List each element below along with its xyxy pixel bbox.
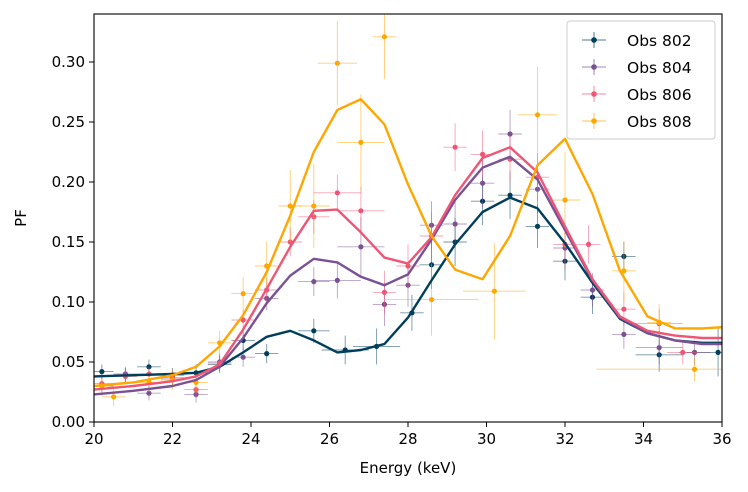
data-point <box>612 320 636 349</box>
y-tick-label: 0.05 <box>52 353 85 371</box>
data-point <box>254 242 279 290</box>
data-point <box>313 174 361 211</box>
point-marker <box>240 354 246 360</box>
legend-label: Obs 804 <box>627 59 692 77</box>
data-point <box>337 94 385 191</box>
data-point <box>101 387 126 407</box>
data-point <box>596 357 722 382</box>
point-marker <box>585 241 592 247</box>
point-marker <box>479 151 486 157</box>
point-marker <box>99 369 105 375</box>
legend-label: Obs 806 <box>627 86 692 104</box>
point-marker <box>428 297 435 303</box>
legend-entry: Obs 806 <box>582 86 692 104</box>
point-marker <box>287 203 293 209</box>
axes: 20 22 24 26 28 30 32 34 36 0.00 0.05 0.10 0.15 0.20 0.… <box>52 13 732 448</box>
legend-marker <box>591 37 597 43</box>
x-tick-label: 36 <box>712 430 731 448</box>
point-marker <box>358 208 364 214</box>
legend-label: Obs 808 <box>627 113 692 131</box>
point-marker <box>405 263 411 269</box>
point-marker <box>715 349 721 355</box>
series-layer <box>94 14 722 407</box>
data-point <box>313 262 361 299</box>
data-point <box>298 318 330 343</box>
point-marker <box>240 291 246 297</box>
y-tick-label: 0.00 <box>52 413 85 431</box>
data-point <box>372 270 397 314</box>
y-tick-label: 0.10 <box>52 293 85 311</box>
point-marker <box>358 244 364 250</box>
point-marker <box>534 223 541 229</box>
data-point <box>337 186 385 235</box>
legend: Obs 802 Obs 804 Obs 806 Obs 808 <box>566 20 716 140</box>
point-marker <box>534 112 541 118</box>
point-marker <box>691 366 698 372</box>
legend-marker <box>591 91 597 97</box>
y-tick-label: 0.30 <box>52 53 85 71</box>
data-point <box>254 344 279 364</box>
point-marker <box>656 345 662 351</box>
data-point <box>443 123 467 172</box>
data-point <box>576 225 601 264</box>
x-tick-label: 20 <box>84 430 103 448</box>
point-marker <box>311 203 317 209</box>
point-marker <box>621 268 627 274</box>
data-point <box>317 21 357 106</box>
point-marker <box>562 197 568 203</box>
point-marker <box>452 221 458 227</box>
point-marker <box>491 288 497 294</box>
x-tick-label: 28 <box>398 430 417 448</box>
point-marker <box>111 394 117 400</box>
legend-entry: Obs 804 <box>582 59 692 77</box>
point-marker <box>264 351 270 357</box>
point-marker <box>507 131 513 137</box>
point-marker <box>146 390 152 396</box>
data-point <box>396 244 420 288</box>
point-marker <box>334 60 340 66</box>
y-tick-label: 0.15 <box>52 233 85 251</box>
data-point <box>231 276 255 311</box>
legend-label: Obs 802 <box>627 32 692 50</box>
model-line-obs-806 <box>94 145 722 391</box>
x-tick-label: 30 <box>477 430 496 448</box>
data-point <box>612 240 636 301</box>
point-marker <box>680 349 686 355</box>
y-tick-label: 0.25 <box>52 113 85 131</box>
point-marker <box>334 277 340 283</box>
data-point <box>517 66 558 163</box>
point-marker <box>589 287 596 293</box>
y-tick-label: 0.20 <box>52 173 85 191</box>
legend-marker <box>591 118 597 124</box>
legend-entry: Obs 802 <box>582 32 692 50</box>
model-line-obs-808 <box>94 97 722 388</box>
data-point <box>372 14 397 79</box>
point-marker <box>621 331 627 337</box>
data-point <box>298 164 330 248</box>
legend-marker <box>591 64 597 70</box>
x-tick-label: 26 <box>320 430 339 448</box>
y-axis-label: PF <box>12 209 30 227</box>
point-marker <box>358 139 364 145</box>
point-marker <box>621 306 627 312</box>
legend-entry: Obs 808 <box>582 113 692 131</box>
point-marker <box>311 279 317 285</box>
point-marker <box>507 192 513 198</box>
point-marker <box>479 180 486 186</box>
x-axis-label: Energy (keV) <box>360 459 457 477</box>
point-marker <box>452 144 458 150</box>
point-marker <box>381 34 388 40</box>
data-point <box>384 263 479 336</box>
legend-box <box>566 20 716 140</box>
point-marker <box>311 328 317 334</box>
point-marker <box>334 190 340 196</box>
data-point <box>667 340 699 365</box>
point-marker <box>381 289 388 295</box>
x-tick-label: 32 <box>555 430 574 448</box>
x-tick-label: 24 <box>241 430 260 448</box>
x-tick-label: 34 <box>634 430 653 448</box>
x-tick-label: 22 <box>163 430 182 448</box>
data-point <box>443 200 467 248</box>
